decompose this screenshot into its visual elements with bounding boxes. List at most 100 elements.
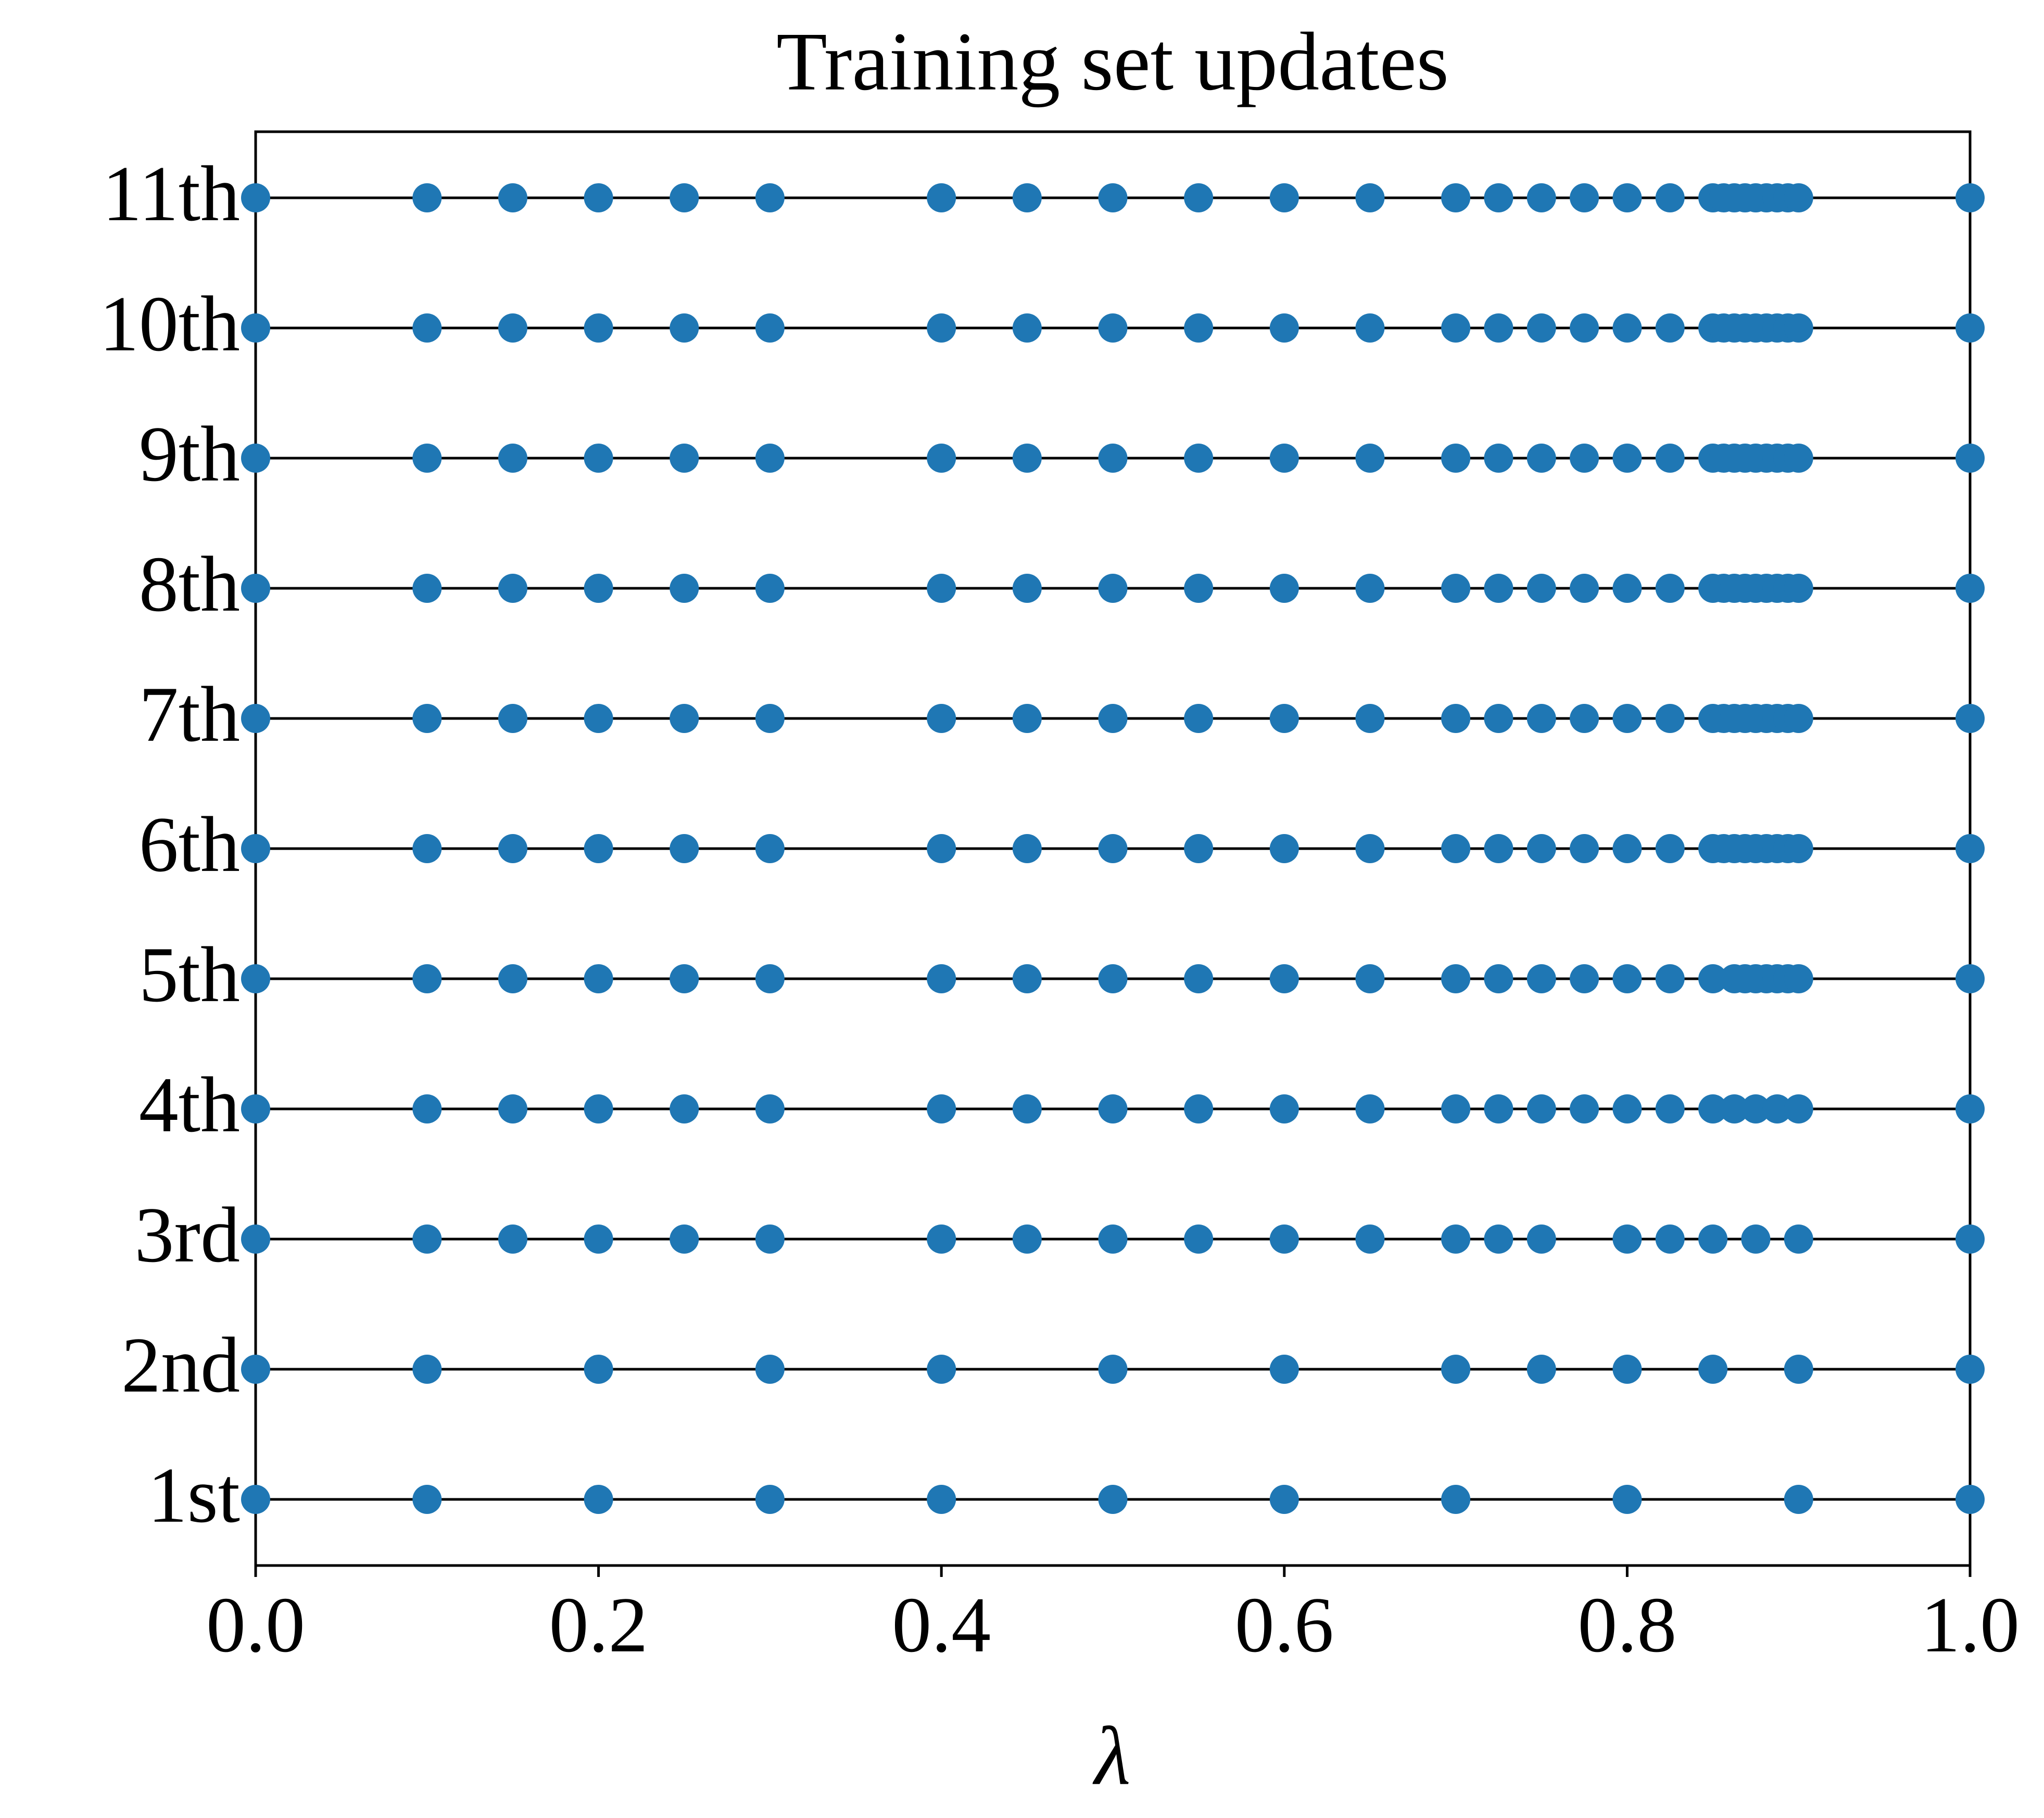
point	[1355, 313, 1385, 343]
point	[1955, 1224, 1985, 1254]
point	[584, 1485, 613, 1514]
point	[1526, 1224, 1556, 1254]
point	[1184, 964, 1214, 993]
point	[1441, 1355, 1471, 1384]
point	[1655, 704, 1685, 733]
point	[1184, 704, 1214, 733]
point	[1012, 964, 1042, 993]
point	[498, 574, 527, 603]
point	[498, 964, 527, 993]
point	[927, 964, 956, 993]
point	[1612, 313, 1642, 343]
point	[412, 183, 442, 212]
point	[1012, 444, 1042, 473]
point	[1269, 834, 1299, 863]
point	[1955, 574, 1985, 603]
point	[1526, 183, 1556, 212]
point	[1012, 1094, 1042, 1123]
point	[241, 704, 270, 733]
point	[1098, 1224, 1128, 1254]
point	[584, 1224, 613, 1254]
point	[412, 1485, 442, 1514]
point	[927, 704, 956, 733]
point	[670, 704, 699, 733]
point	[1484, 964, 1513, 993]
point	[1269, 183, 1299, 212]
point	[670, 183, 699, 212]
point	[1098, 1094, 1128, 1123]
point	[1098, 444, 1128, 473]
point	[1355, 1094, 1385, 1123]
point	[1098, 964, 1128, 993]
point	[1655, 183, 1685, 212]
point	[670, 964, 699, 993]
y-tick-label: 11th	[102, 150, 240, 237]
point	[1269, 704, 1299, 733]
point	[1955, 444, 1985, 473]
point	[1720, 1094, 1749, 1123]
chart-title: Training set updates	[776, 15, 1449, 108]
point	[1098, 1485, 1128, 1514]
point	[1570, 704, 1599, 733]
y-tick-label: 9th	[139, 410, 240, 498]
point	[1269, 1094, 1299, 1123]
point	[1612, 704, 1642, 733]
point	[1526, 964, 1556, 993]
point	[584, 704, 613, 733]
y-tick-label: 10th	[99, 280, 240, 368]
point	[1612, 183, 1642, 212]
point	[1269, 574, 1299, 603]
point	[1784, 313, 1813, 343]
point	[1612, 1485, 1642, 1514]
point	[1955, 313, 1985, 343]
point	[927, 574, 956, 603]
point	[1698, 1224, 1728, 1254]
point	[241, 1355, 270, 1384]
point	[1955, 964, 1985, 993]
point	[1012, 834, 1042, 863]
point	[1741, 1094, 1771, 1123]
point	[1570, 183, 1599, 212]
point	[927, 1224, 956, 1254]
y-tick-label: 4th	[139, 1061, 240, 1148]
point	[241, 574, 270, 603]
point	[241, 964, 270, 993]
point	[412, 574, 442, 603]
point	[584, 1094, 613, 1123]
point	[1570, 1094, 1599, 1123]
point	[1612, 1224, 1642, 1254]
point	[1612, 834, 1642, 863]
point	[1784, 834, 1813, 863]
point	[1741, 1224, 1771, 1254]
point	[1355, 1224, 1385, 1254]
point	[1784, 1224, 1813, 1254]
point	[1570, 834, 1599, 863]
point	[1526, 444, 1556, 473]
point	[755, 704, 785, 733]
point	[755, 1485, 785, 1514]
point	[1612, 574, 1642, 603]
point	[1184, 444, 1214, 473]
point	[1484, 183, 1513, 212]
point	[1184, 313, 1214, 343]
point	[1698, 1094, 1728, 1123]
point	[1612, 444, 1642, 473]
point	[241, 1485, 270, 1514]
point	[927, 1094, 956, 1123]
point	[1355, 834, 1385, 863]
point	[1955, 1485, 1985, 1514]
point	[755, 313, 785, 343]
point	[755, 183, 785, 212]
point	[1484, 1094, 1513, 1123]
point	[1784, 1355, 1813, 1384]
point	[1098, 574, 1128, 603]
point	[412, 964, 442, 993]
point	[412, 444, 442, 473]
x-tick-label: 0.6	[1235, 1581, 1334, 1669]
point	[1098, 834, 1128, 863]
point	[1184, 834, 1214, 863]
point	[1355, 444, 1385, 473]
point	[1762, 1094, 1792, 1123]
point	[241, 1094, 270, 1123]
